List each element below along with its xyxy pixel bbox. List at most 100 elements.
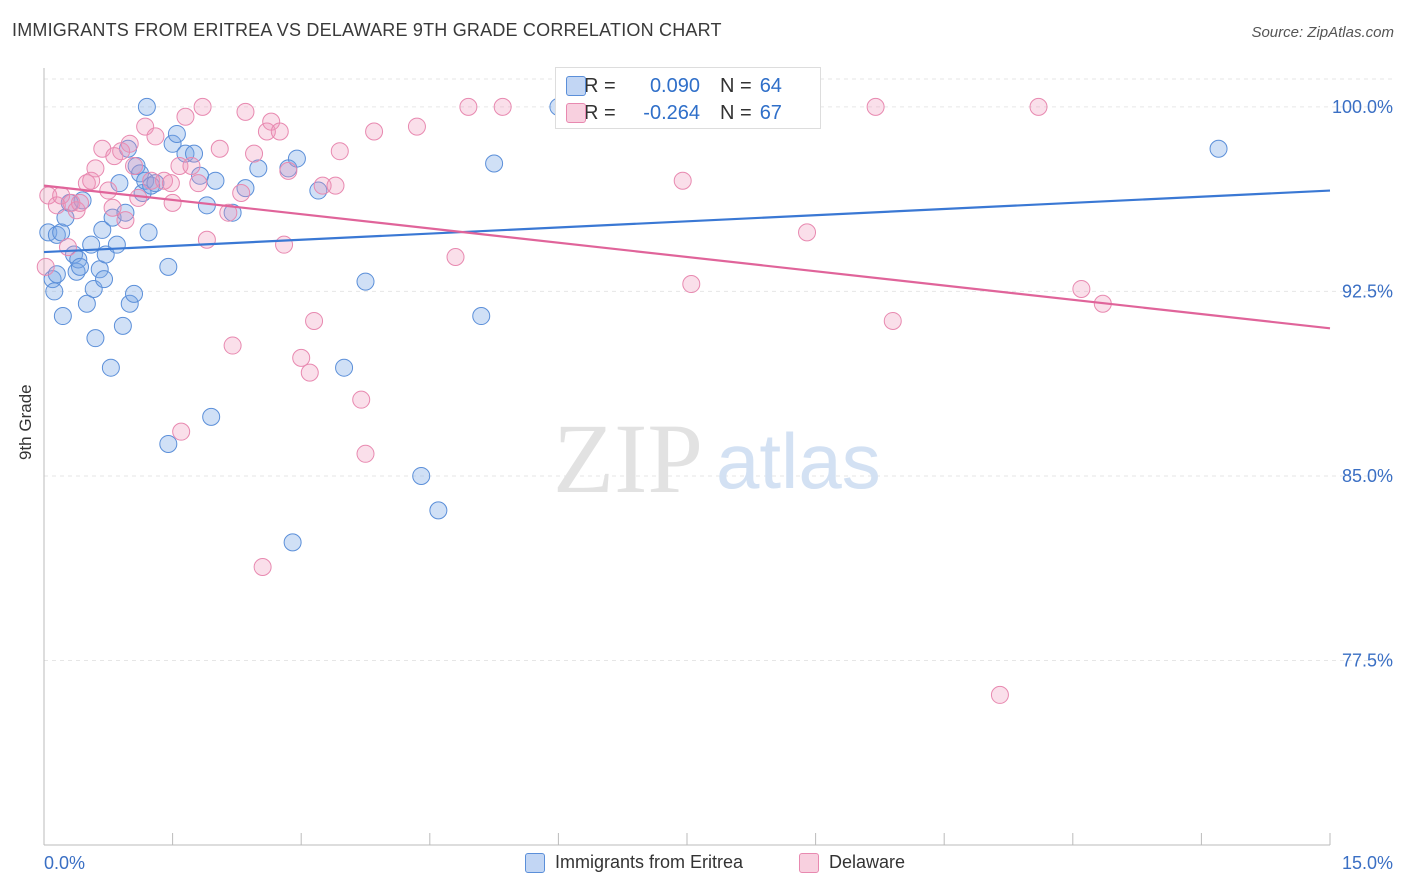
eritrea-point-57 bbox=[472, 307, 491, 326]
eritrea-point-5 bbox=[53, 307, 72, 326]
y-axis-label: 9th Grade bbox=[16, 384, 35, 460]
delaware-point-29 bbox=[182, 156, 201, 175]
delaware-point-23 bbox=[155, 171, 174, 190]
stats-r-value: -0.264 bbox=[643, 101, 700, 124]
stats-row-delaware: R = -0.264 N = 67 bbox=[566, 100, 782, 126]
delaware-point-27 bbox=[172, 422, 191, 441]
legend-label-eritrea: Immigrants from Eritrea bbox=[555, 852, 744, 872]
stats-n-label: N = bbox=[720, 101, 752, 124]
stats-swatch-pink bbox=[566, 103, 586, 123]
legend: Immigrants from Eritrea Delaware bbox=[0, 852, 1406, 878]
delaware-point-50 bbox=[330, 142, 349, 161]
stats-n-label: N = bbox=[720, 74, 752, 97]
eritrea-point-45 bbox=[202, 407, 221, 426]
eritrea-point-54 bbox=[356, 272, 375, 291]
delaware-point-65 bbox=[1072, 279, 1091, 298]
delaware-point-58 bbox=[673, 171, 692, 190]
delaware-point-39 bbox=[253, 557, 272, 576]
eritrea-point-38 bbox=[159, 257, 178, 276]
eritrea-point-11 bbox=[71, 257, 90, 276]
delaware-point-32 bbox=[197, 230, 216, 249]
grid-lines bbox=[44, 78, 1395, 661]
delaware-point-60 bbox=[798, 223, 817, 242]
eritrea-point-19 bbox=[95, 270, 114, 289]
eritrea-point-63 bbox=[47, 265, 66, 284]
trend-line-delaware bbox=[43, 184, 1331, 330]
delaware-point-21 bbox=[142, 171, 161, 190]
eritrea-point-29 bbox=[125, 284, 144, 303]
y-tick-label-2: 92.5% bbox=[1342, 281, 1393, 301]
axes bbox=[43, 68, 1331, 846]
eritrea-point-21 bbox=[101, 358, 120, 377]
stats-r-label: R = bbox=[584, 101, 616, 124]
delaware-point-51 bbox=[352, 390, 371, 409]
stats-row-eritrea: R = 0.090 N = 64 bbox=[566, 73, 782, 99]
stats-legend: R = 0.090 N = 64 R = -0.264 N = 67 bbox=[555, 67, 821, 129]
eritrea-point-58 bbox=[485, 154, 504, 173]
eritrea-point-40 bbox=[167, 124, 186, 143]
trend-lines bbox=[43, 184, 1331, 330]
delaware-point-18 bbox=[125, 156, 144, 175]
delaware-point-44 bbox=[279, 161, 298, 180]
delaware-point-22 bbox=[146, 127, 165, 146]
y-tick-label-1: 85.0% bbox=[1342, 466, 1393, 486]
delaware-point-17 bbox=[120, 134, 139, 153]
eritrea-point-47 bbox=[223, 203, 242, 222]
series-delaware-points bbox=[36, 97, 1112, 704]
delaware-point-10 bbox=[86, 159, 105, 178]
delaware-point-33 bbox=[210, 139, 229, 158]
x-tick-label-min: 0.0% bbox=[44, 853, 85, 873]
delaware-point-30 bbox=[189, 174, 208, 193]
delaware-point-53 bbox=[365, 122, 384, 141]
legend-label-delaware: Delaware bbox=[829, 852, 906, 872]
delaware-point-52 bbox=[356, 444, 375, 463]
legend-swatch-pink bbox=[799, 852, 819, 873]
delaware-point-37 bbox=[236, 102, 255, 121]
x-tick-labels: 0.0% 15.0% bbox=[44, 853, 1393, 873]
delaware-point-45 bbox=[292, 348, 311, 367]
delaware-point-31 bbox=[193, 97, 212, 116]
eritrea-point-39 bbox=[163, 134, 182, 153]
eritrea-point-35 bbox=[139, 223, 158, 242]
legend-item-delaware[interactable]: Delaware bbox=[799, 852, 905, 873]
delaware-point-62 bbox=[883, 311, 902, 330]
eritrea-point-4 bbox=[52, 223, 71, 242]
delaware-point-25 bbox=[163, 193, 182, 212]
eritrea-point-24 bbox=[110, 174, 129, 193]
eritrea-point-55 bbox=[412, 466, 431, 485]
delaware-point-43 bbox=[275, 235, 294, 254]
watermark-zip: ZIP bbox=[553, 403, 703, 514]
eritrea-point-33 bbox=[136, 171, 155, 190]
eritrea-point-60 bbox=[1209, 139, 1228, 158]
eritrea-point-25 bbox=[113, 316, 132, 335]
eritrea-point-53 bbox=[335, 358, 354, 377]
watermark: ZIP atlas bbox=[553, 403, 881, 514]
delaware-point-63 bbox=[990, 685, 1009, 704]
delaware-point-0 bbox=[36, 257, 55, 276]
delaware-point-12 bbox=[99, 181, 118, 200]
eritrea-point-16 bbox=[86, 329, 105, 348]
eritrea-point-62 bbox=[283, 533, 302, 552]
delaware-point-24 bbox=[161, 174, 180, 193]
legend-item-eritrea[interactable]: Immigrants from Eritrea bbox=[525, 852, 743, 873]
delaware-point-40 bbox=[257, 122, 276, 141]
stats-r-label: R = bbox=[584, 74, 616, 97]
eritrea-point-28 bbox=[120, 294, 139, 313]
delaware-point-49 bbox=[326, 176, 345, 195]
eritrea-point-49 bbox=[249, 159, 268, 178]
x-tick-label-max: 15.0% bbox=[1342, 853, 1393, 873]
stats-r-value: 0.090 bbox=[649, 74, 700, 97]
y-tick-label-0: 77.5% bbox=[1342, 650, 1393, 670]
stats-n-value: 67 bbox=[759, 101, 782, 124]
stats-n-value: 64 bbox=[759, 74, 782, 97]
eritrea-point-51 bbox=[287, 149, 306, 168]
delaware-point-61 bbox=[866, 97, 885, 116]
delaware-point-46 bbox=[300, 363, 319, 382]
delaware-point-36 bbox=[232, 184, 251, 203]
delaware-point-38 bbox=[245, 144, 264, 163]
y-tick-labels: 77.5% 85.0% 92.5% 100.0% bbox=[1332, 97, 1393, 671]
eritrea-point-46 bbox=[206, 171, 225, 190]
delaware-point-35 bbox=[223, 336, 242, 355]
delaware-point-42 bbox=[270, 122, 289, 141]
